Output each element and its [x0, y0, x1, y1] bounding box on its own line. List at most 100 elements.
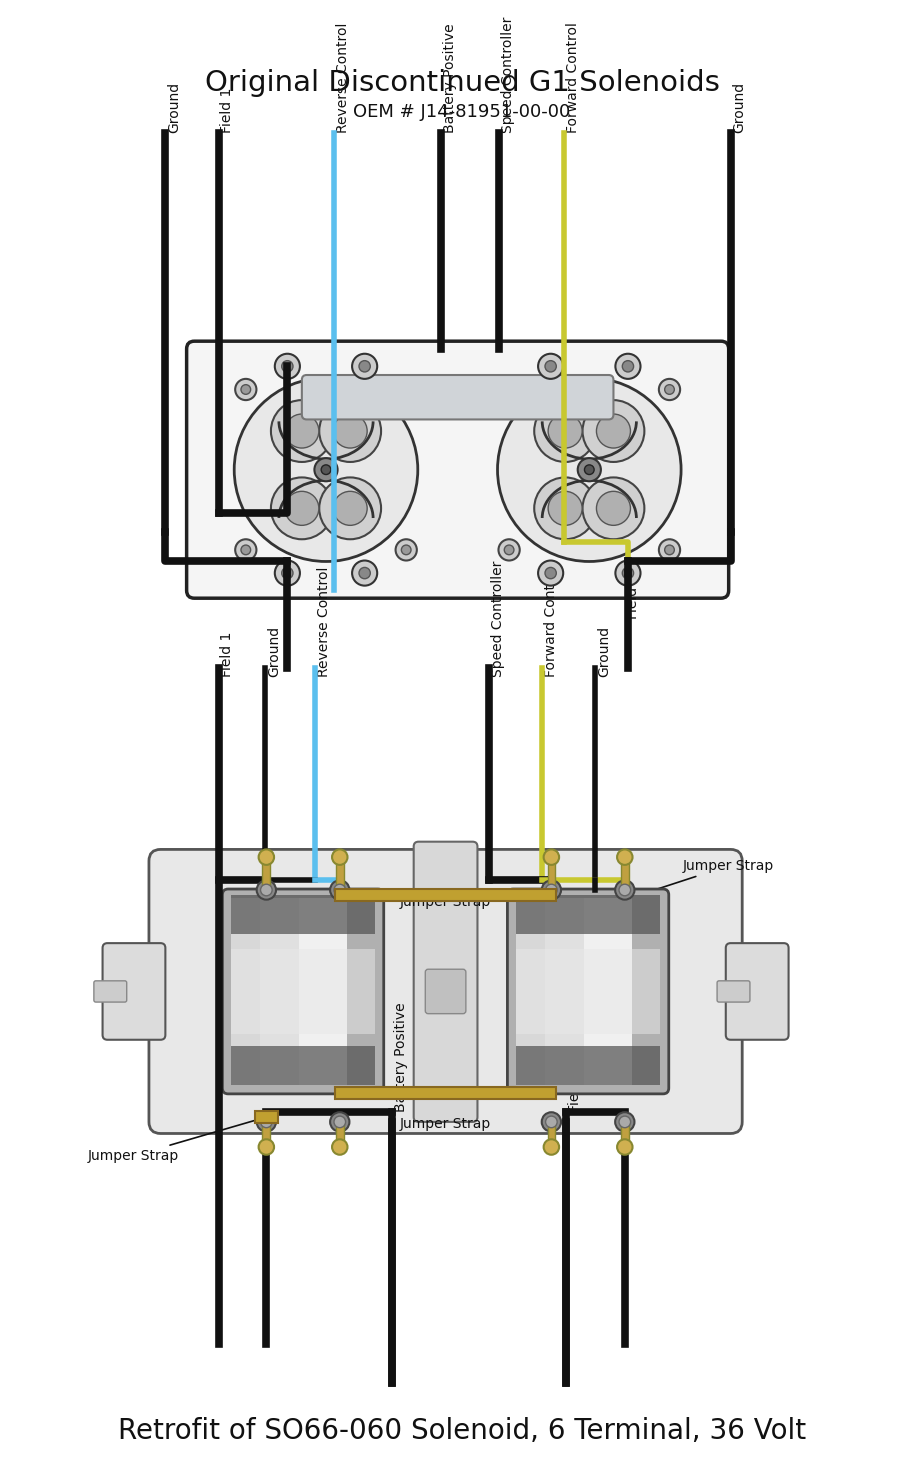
Bar: [584, 898, 632, 1085]
Circle shape: [585, 465, 594, 475]
Circle shape: [498, 539, 519, 560]
Circle shape: [334, 491, 367, 525]
Circle shape: [659, 539, 680, 560]
Circle shape: [541, 880, 561, 899]
FancyBboxPatch shape: [149, 849, 742, 1133]
Bar: [334, 1088, 556, 1099]
Circle shape: [497, 377, 681, 561]
Bar: [517, 1045, 660, 1085]
Circle shape: [241, 545, 250, 554]
Text: Original Discontinued G1 Solenoids: Original Discontinued G1 Solenoids: [204, 69, 720, 96]
Circle shape: [334, 414, 367, 447]
Circle shape: [582, 401, 644, 462]
Text: Field 1: Field 1: [221, 88, 235, 133]
Text: Battery Positive: Battery Positive: [395, 1003, 408, 1113]
Circle shape: [234, 377, 418, 561]
Bar: [517, 949, 660, 1034]
Circle shape: [334, 885, 346, 896]
Text: Forward Control: Forward Control: [566, 22, 580, 133]
FancyBboxPatch shape: [507, 889, 669, 1094]
Circle shape: [330, 1113, 349, 1132]
Circle shape: [395, 539, 417, 560]
Text: Ground: Ground: [167, 82, 181, 133]
Circle shape: [259, 849, 274, 866]
Circle shape: [271, 401, 333, 462]
Text: Field 2: Field 2: [626, 575, 639, 620]
Circle shape: [334, 1116, 346, 1127]
Circle shape: [545, 567, 556, 579]
Bar: [548, 861, 555, 890]
Circle shape: [257, 1113, 276, 1132]
Text: Ground: Ground: [733, 82, 747, 133]
Circle shape: [664, 545, 675, 554]
Circle shape: [282, 361, 293, 371]
FancyBboxPatch shape: [223, 889, 383, 1094]
Circle shape: [545, 885, 557, 896]
Circle shape: [505, 385, 514, 395]
Bar: [231, 895, 375, 934]
Circle shape: [332, 849, 347, 866]
Bar: [545, 898, 584, 1085]
Circle shape: [534, 401, 596, 462]
Circle shape: [545, 1116, 557, 1127]
Bar: [517, 898, 545, 1085]
Bar: [621, 861, 628, 890]
FancyBboxPatch shape: [187, 341, 729, 598]
Circle shape: [578, 458, 601, 481]
Circle shape: [617, 849, 633, 866]
Circle shape: [498, 379, 519, 401]
Bar: [334, 889, 556, 901]
Bar: [336, 861, 344, 890]
Text: Ground: Ground: [267, 626, 281, 677]
Bar: [260, 898, 298, 1085]
Circle shape: [359, 567, 371, 579]
Text: Reverse Control: Reverse Control: [336, 23, 350, 133]
Circle shape: [352, 354, 377, 379]
Circle shape: [615, 880, 635, 899]
Circle shape: [395, 379, 417, 401]
Circle shape: [505, 545, 514, 554]
Circle shape: [619, 885, 630, 896]
Text: Forward Control: Forward Control: [544, 567, 558, 677]
Circle shape: [597, 414, 630, 447]
Bar: [517, 895, 660, 934]
Text: Field 1: Field 1: [221, 632, 235, 677]
Circle shape: [617, 1139, 633, 1155]
Text: Speed Controller: Speed Controller: [491, 561, 505, 677]
Circle shape: [659, 379, 680, 401]
FancyBboxPatch shape: [103, 943, 165, 1039]
Bar: [231, 898, 260, 1085]
Circle shape: [319, 478, 381, 539]
Circle shape: [538, 560, 564, 586]
Text: Speed Controller: Speed Controller: [501, 18, 515, 133]
Text: OEM # J14-81951-00-00: OEM # J14-81951-00-00: [353, 104, 571, 121]
Circle shape: [330, 880, 349, 899]
Circle shape: [401, 545, 411, 554]
Circle shape: [359, 361, 371, 371]
Text: Ground: Ground: [597, 626, 612, 677]
Bar: [255, 1111, 278, 1123]
Circle shape: [261, 1116, 273, 1127]
Bar: [262, 1121, 270, 1151]
Text: Battery Positive: Battery Positive: [443, 23, 456, 133]
Circle shape: [319, 401, 381, 462]
Circle shape: [615, 1113, 635, 1132]
Text: Jumper Strap: Jumper Strap: [400, 895, 492, 909]
Circle shape: [271, 478, 333, 539]
Circle shape: [548, 414, 582, 447]
Circle shape: [282, 567, 293, 579]
FancyBboxPatch shape: [94, 981, 127, 1001]
Bar: [621, 1121, 628, 1151]
Text: Jumper Strap: Jumper Strap: [88, 1117, 261, 1162]
Bar: [548, 1121, 555, 1151]
Bar: [262, 861, 270, 890]
Circle shape: [582, 478, 644, 539]
Circle shape: [257, 880, 276, 899]
Circle shape: [622, 567, 634, 579]
Circle shape: [285, 414, 319, 447]
Text: Reverse Control: Reverse Control: [317, 567, 331, 677]
Circle shape: [597, 491, 630, 525]
Circle shape: [236, 539, 257, 560]
FancyBboxPatch shape: [414, 842, 478, 1121]
Text: Field 2: Field 2: [568, 1067, 582, 1113]
